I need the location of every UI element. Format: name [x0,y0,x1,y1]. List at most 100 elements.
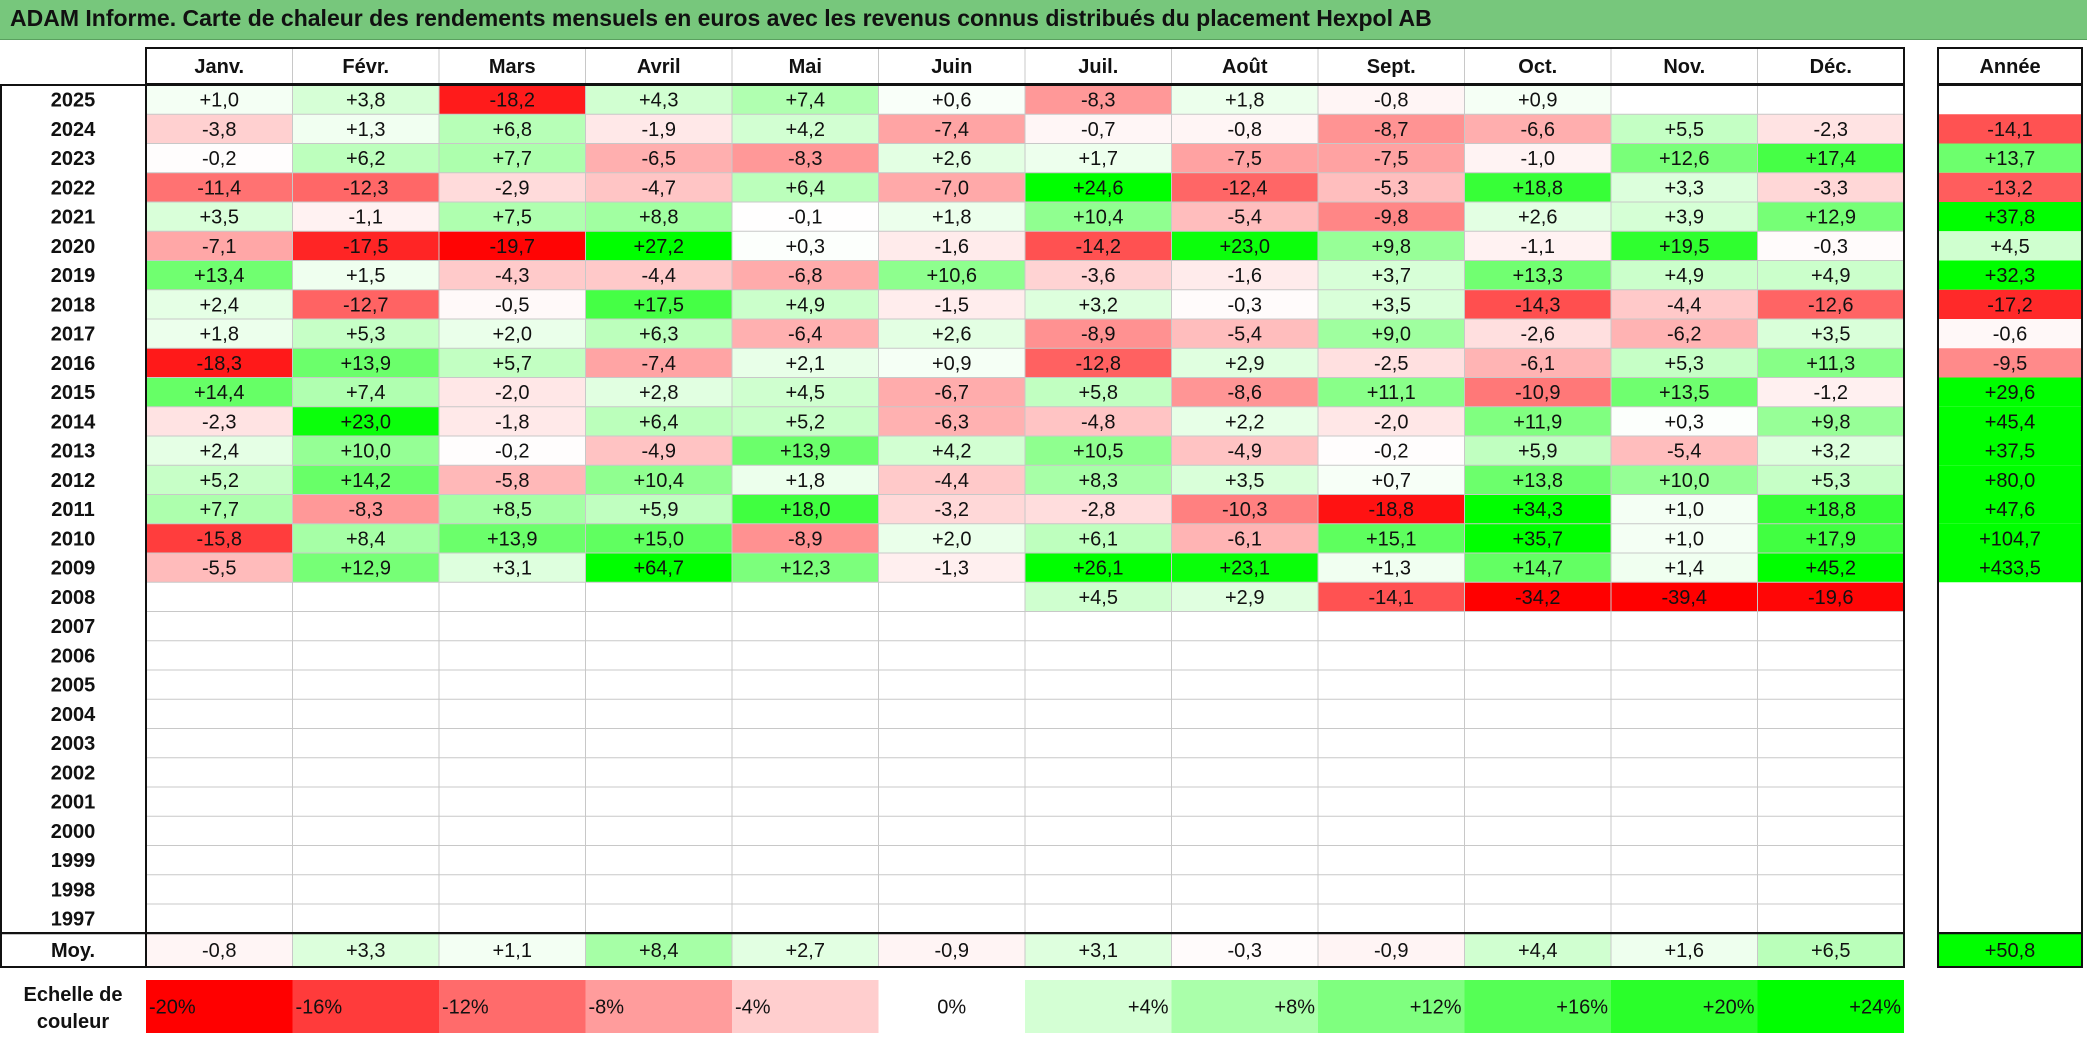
heatmap-cell [439,289,586,319]
annual-cell [1938,465,2082,495]
cell-value-label: +1,8 [200,324,239,346]
heatmap-cell [1757,231,1904,261]
cell-value-label: -7,4 [642,353,676,375]
heatmap-cell [292,465,439,495]
heatmap-cell [1171,348,1318,378]
cell-value-label: -14,2 [1075,236,1121,258]
heatmap-cell [585,377,732,407]
year-label: 2017 [51,324,96,346]
cell-value-label: +14,4 [194,382,245,404]
year-label: 2003 [51,733,96,755]
average-cell [1318,933,1465,967]
heatmap-cell [1171,260,1318,290]
annual-cell [1938,319,2082,349]
annual-value-label: +45,4 [1985,411,2036,433]
cell-value-label: -39,4 [1661,587,1707,609]
heatmap-cell [878,348,1025,378]
year-label: 2012 [51,470,96,492]
heatmap-cell [1171,377,1318,407]
heatmap-cell [732,260,879,290]
heatmap-cell [878,231,1025,261]
heatmap-cell [1171,465,1318,495]
cell-value-label: -8,9 [1081,324,1115,346]
average-value-label: -0,3 [1228,940,1262,962]
cell-value-label: +1,3 [1372,558,1411,580]
year-label: 2001 [51,792,96,814]
color-scale-swatch [1318,980,1465,1033]
year-label: 2010 [51,528,96,550]
cell-value-label: +2,6 [1518,207,1557,229]
title-bar: ADAM Informe. Carte de chaleur des rende… [0,0,2087,40]
cell-value-label: -6,1 [1521,353,1555,375]
heatmap-cell [1611,289,1758,319]
cell-value-label: -5,4 [1228,324,1262,346]
cell-value-label: +13,9 [780,441,831,463]
cell-value-label: +23,1 [1219,558,1270,580]
cell-value-label: +24,6 [1073,177,1124,199]
cell-value-label: -2,3 [202,411,236,433]
cell-value-label: -18,3 [196,353,242,375]
annual-value-label: -17,2 [1987,294,2033,316]
color-scale-label: -4% [735,997,771,1019]
cell-value-label: -0,2 [1374,441,1408,463]
color-scale-label: +4% [1128,997,1169,1019]
heatmap-cell [878,172,1025,202]
month-header-label: Avril [637,56,681,78]
heatmap-cell [1464,406,1611,436]
heatmap-cell [585,202,732,232]
heatmap-cell [732,406,879,436]
heatmap-cell [1171,143,1318,173]
heatmap-cell [585,260,732,290]
average-value-label: +3,3 [346,940,385,962]
cell-value-label: -2,9 [495,177,529,199]
heatmap-cell [146,494,293,524]
heatmap-cell [292,348,439,378]
heatmap-cell [1757,377,1904,407]
cell-value-label: -4,7 [642,177,676,199]
heatmap-cell [1025,377,1172,407]
cell-value-label: -15,8 [196,528,242,550]
heatmap-cell [1171,494,1318,524]
cell-value-label: -34,2 [1515,587,1561,609]
heatmap-cell [292,202,439,232]
cell-value-label: +0,9 [932,353,971,375]
cell-value-label: +3,3 [1665,177,1704,199]
heatmap-cell [1318,319,1465,349]
cell-value-label: -4,9 [1228,441,1262,463]
cell-value-label: +0,3 [1665,411,1704,433]
heatmap-cell [1611,319,1758,349]
heatmap-cell [585,143,732,173]
annual-cell [1938,260,2082,290]
heatmap-cell [732,231,879,261]
cell-value-label: +0,3 [786,236,825,258]
heatmap-cell [1611,406,1758,436]
average-cell [732,933,879,967]
cell-value-label: -8,3 [1081,90,1115,112]
heatmap-cell [439,465,586,495]
color-scale-label: +16% [1556,997,1608,1019]
cell-value-label: -12,3 [343,177,389,199]
heatmap-cell [439,494,586,524]
cell-value-label: -0,2 [495,441,529,463]
heatmap-cell [439,202,586,232]
average-cell [1171,933,1318,967]
cell-value-label: +12,6 [1659,148,1710,170]
heatmap-cell [1757,319,1904,349]
annual-cell [1938,377,2082,407]
cell-value-label: -1,3 [935,558,969,580]
cell-value-label: +10,0 [340,441,391,463]
cell-value-label: -2,0 [495,382,529,404]
average-label: Moy. [51,940,95,962]
cell-value-label: +6,4 [786,177,825,199]
color-scale-label: -16% [296,997,343,1019]
cell-value-label: +10,4 [633,470,684,492]
cell-value-label: -0,7 [1081,119,1115,141]
average-cell [1611,933,1758,967]
heatmap-cell [1757,582,1904,612]
cell-value-label: -1,1 [1521,236,1555,258]
heatmap-cell [585,231,732,261]
cell-value-label: -6,3 [935,411,969,433]
year-label: 2015 [51,382,96,404]
heatmap-cell [1025,465,1172,495]
